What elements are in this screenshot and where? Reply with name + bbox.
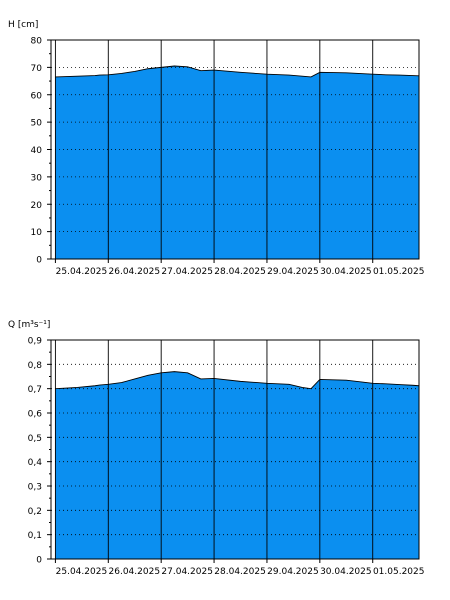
y-tick-label: 0,8 [28,361,43,371]
y-axis-label: H [cm] [8,20,38,30]
x-tick-label: 27.04.2025 [161,567,213,577]
y-tick-label: 0,3 [28,483,42,493]
x-tick-label: 01.05.2025 [373,267,425,277]
x-tick-label: 25.04.2025 [56,267,108,277]
plot-border [50,339,420,560]
y-tick-label: 60 [31,91,43,101]
y-axis-label: Q [m³s⁻¹] [8,320,50,330]
x-tick-label: 29.04.2025 [267,567,319,577]
plot-border [50,39,420,260]
series-area [55,66,419,259]
x-tick-label: 29.04.2025 [267,267,319,277]
x-tick-label: 28.04.2025 [214,567,266,577]
y-tick-label: 0,6 [28,410,43,420]
y-tick-label: 20 [31,201,43,211]
x-tick-label: 26.04.2025 [109,567,161,577]
x-tick-label: 28.04.2025 [214,267,266,277]
x-tick-label: 30.04.2025 [320,267,372,277]
series-area [55,371,419,559]
y-tick-label: 0,7 [28,385,42,395]
y-tick-label: 0,9 [28,337,43,347]
y-tick-label: 0 [36,556,42,566]
x-tick-label: 01.05.2025 [373,567,425,577]
y-tick-label: 50 [31,119,43,129]
y-tick-label: 30 [31,173,43,183]
y-tick-label: 0 [36,256,42,266]
x-tick-label: 26.04.2025 [109,267,161,277]
x-tick-label: 27.04.2025 [161,267,213,277]
y-tick-label: 0,2 [28,507,42,517]
y-tick-label: 0,1 [28,531,42,541]
y-tick-label: 40 [31,146,43,156]
y-tick-label: 80 [31,37,43,47]
x-tick-label: 30.04.2025 [320,567,372,577]
y-tick-label: 0,4 [28,458,43,468]
x-tick-label: 25.04.2025 [56,567,108,577]
chart-panel-1: 0 10 20 30 40 50 60 70 80 25.04.2025 26.04.2025 27.… [8,20,424,277]
y-tick-label: 10 [31,228,43,238]
y-tick-label: 70 [31,64,43,74]
chart-panel-2: 0 0,1 0,2 0,3 0,4 0,5 0,6 0,7 0,8 0,9 25.04.2025 26… [8,320,424,577]
y-tick-label: 0,5 [28,434,42,444]
